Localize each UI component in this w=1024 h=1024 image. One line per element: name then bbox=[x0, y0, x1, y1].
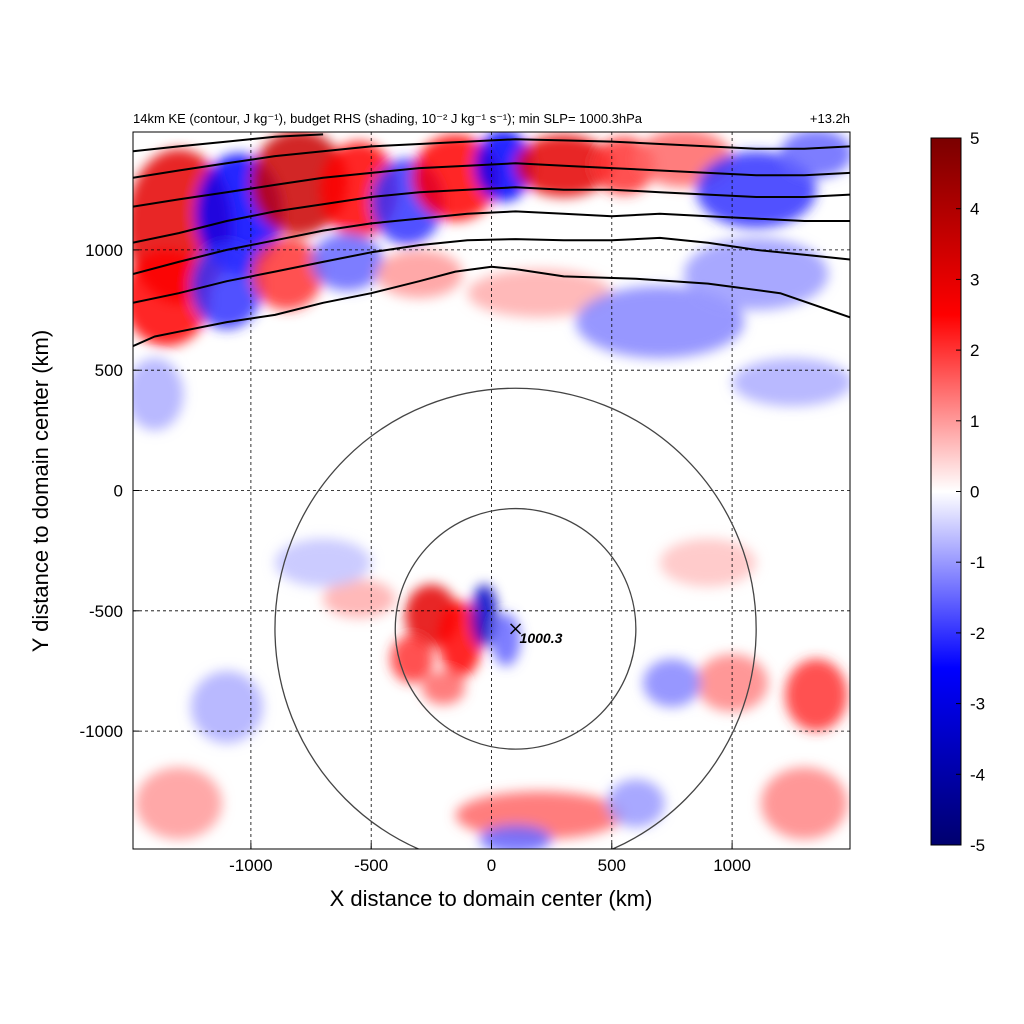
storm-center-marker: 1000.3 bbox=[510, 623, 563, 646]
ke-contours bbox=[133, 133, 850, 348]
shading-blob bbox=[606, 779, 665, 828]
x-axis: -1000 -500 0 500 1000 bbox=[229, 843, 751, 875]
x-tick-label: 500 bbox=[598, 856, 626, 875]
shading-blob bbox=[438, 601, 482, 679]
ke-contour-line bbox=[133, 133, 324, 153]
min-slp-label: 1000.3 bbox=[520, 630, 563, 646]
colorbar-tick-label: 3 bbox=[970, 270, 979, 289]
colorbar-tick-label: -3 bbox=[970, 695, 985, 714]
shading-blob bbox=[760, 767, 848, 840]
shading-blob bbox=[390, 634, 434, 683]
ke-contour-line bbox=[133, 186, 850, 244]
x-tick-label: -1000 bbox=[229, 856, 272, 875]
shading-layer bbox=[133, 132, 850, 849]
shading-blob bbox=[190, 242, 263, 330]
shading-blob bbox=[250, 132, 348, 236]
shading-blob bbox=[696, 654, 769, 712]
shading-blob bbox=[696, 151, 817, 229]
shading-blob bbox=[780, 132, 850, 178]
ke-contour-line bbox=[133, 265, 850, 348]
shading-blob bbox=[323, 579, 396, 619]
shading-blob bbox=[732, 358, 850, 407]
colorbar-tick-label: 4 bbox=[970, 200, 979, 219]
colorbar-ticks: 5 4 3 2 1 0 -1 -2 -3 -4 -5 bbox=[956, 129, 985, 855]
shading-blob bbox=[274, 538, 372, 587]
shading-blob bbox=[467, 269, 612, 318]
y-tick-label: -500 bbox=[89, 602, 123, 621]
shading-blob bbox=[785, 658, 848, 732]
range-ring bbox=[394, 507, 637, 750]
x-tick-label: 0 bbox=[487, 856, 496, 875]
shading-blob bbox=[133, 249, 210, 347]
colorbar-tick-label: 1 bbox=[970, 412, 979, 431]
range-ring bbox=[274, 387, 757, 849]
range-rings bbox=[274, 387, 757, 849]
colorbar-tick-label: 5 bbox=[970, 129, 979, 148]
shading-blob bbox=[250, 237, 324, 311]
ke-contour-line bbox=[133, 210, 850, 275]
shading-blob bbox=[479, 824, 552, 849]
shading-blob bbox=[135, 767, 223, 840]
colorbar-tick-label: -1 bbox=[970, 553, 985, 572]
ke-contour-line bbox=[133, 236, 850, 304]
shading-blob bbox=[133, 358, 184, 431]
shading-blob bbox=[659, 538, 757, 587]
shading-blob bbox=[491, 613, 521, 667]
y-tick-label: 500 bbox=[95, 361, 123, 380]
storm-center-x-icon bbox=[510, 623, 522, 635]
shading-blob bbox=[643, 658, 701, 708]
x-tick-label: -500 bbox=[354, 856, 388, 875]
shading-blob bbox=[190, 670, 263, 744]
shading-blob bbox=[474, 132, 533, 202]
colorbar-tick-label: 0 bbox=[970, 483, 979, 502]
ke-contour-line bbox=[133, 138, 850, 179]
shading-blob bbox=[575, 285, 745, 359]
shading-blob bbox=[471, 584, 498, 647]
colorbar-tick-label: -5 bbox=[970, 836, 985, 855]
ke-contour-line bbox=[133, 162, 850, 208]
chart-title: 14km KE (contour, J kg⁻¹), budget RHS (s… bbox=[133, 111, 643, 126]
y-tick-label: 1000 bbox=[85, 241, 123, 260]
shading-blob bbox=[683, 237, 829, 311]
y-axis: -1000 -500 0 500 1000 bbox=[80, 241, 139, 741]
y-axis-label: Y distance to domain center (km) bbox=[28, 330, 53, 652]
colorbar-tick-label: -2 bbox=[970, 624, 985, 643]
colorbar-tick-label: 2 bbox=[970, 341, 979, 360]
y-tick-label: -1000 bbox=[80, 722, 123, 741]
colorbar-tick-label: -4 bbox=[970, 765, 985, 784]
x-tick-label: 1000 bbox=[713, 856, 751, 875]
shading-blob bbox=[311, 233, 384, 291]
forecast-time: +13.2h bbox=[810, 111, 850, 126]
shading-blob bbox=[421, 670, 466, 705]
y-tick-label: 0 bbox=[114, 482, 123, 501]
x-axis-label: X distance to domain center (km) bbox=[330, 886, 653, 911]
